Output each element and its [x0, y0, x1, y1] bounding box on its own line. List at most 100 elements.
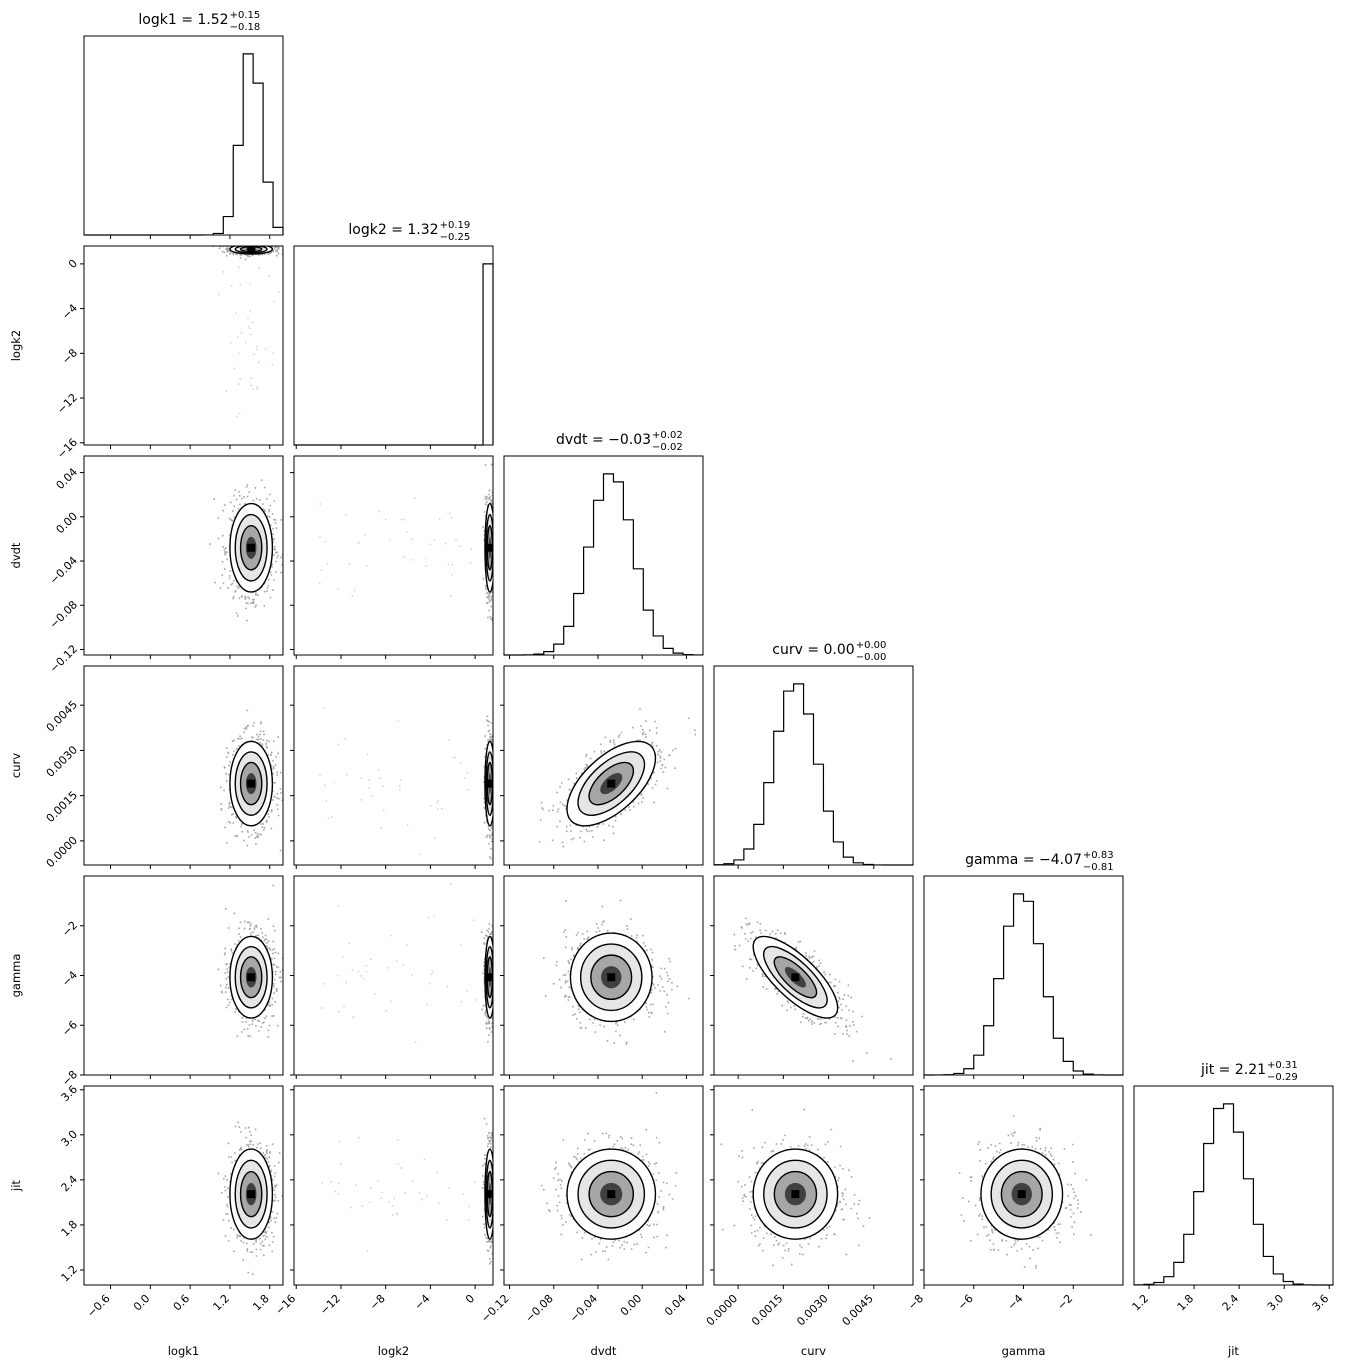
y-tick-label-curv: 0.0030: [44, 743, 80, 779]
title-gamma: gamma = −4.07: [965, 852, 1082, 868]
panel-logk2-jit: [293, 1085, 494, 1286]
title-dvdt: dvdt = −0.03: [556, 432, 651, 448]
y-tick-label-logk2: 0: [66, 257, 80, 271]
outlier-points: [321, 882, 477, 1043]
hist-frame-logk2: [293, 245, 494, 446]
density-peak: [247, 543, 256, 552]
title-plus-logk2: +0.19: [440, 220, 471, 231]
density-peak: [247, 779, 256, 788]
y-tick-label-jit: 3.6: [59, 1083, 81, 1105]
panel-logk1-curv: [83, 665, 284, 866]
density-peak: [791, 973, 800, 982]
y-tick-label-jit: 3.0: [59, 1128, 81, 1150]
panel-frame: [83, 1085, 284, 1286]
density-peak: [607, 973, 616, 982]
x-tick-label-dvdt: 0.04: [662, 1292, 689, 1319]
title-logk2: logk2 = 1.32: [348, 222, 438, 238]
panel-dvdt-curv: [503, 665, 704, 866]
title-plus-jit: +0.31: [1267, 1060, 1298, 1071]
y-axis-label-gamma: gamma: [9, 954, 23, 998]
x-tick-label-logk2: −16: [273, 1292, 299, 1318]
y-tick-label-dvdt: 0.04: [54, 466, 81, 493]
x-tick-label-logk1: 0.6: [171, 1292, 193, 1314]
panel-frame: [293, 665, 494, 866]
outlier-points: [217, 266, 280, 418]
y-tick-label-curv: 0.0045: [44, 698, 80, 734]
x-tick-label-logk2: −12: [317, 1292, 343, 1318]
title-plus-dvdt: +0.02: [652, 430, 683, 441]
title-minus-curv: −0.00: [856, 652, 887, 663]
y-axis-label-logk2: logk2: [9, 330, 23, 362]
y-axis-label-dvdt: dvdt: [9, 542, 23, 568]
y-tick-label-curv: 0.0000: [44, 834, 80, 870]
y-tick-label-logk2: −12: [55, 391, 81, 417]
hist-bars-logk1: [84, 53, 284, 236]
panel-logk1-dvdt: [83, 455, 284, 656]
y-tick-label-jit: 1.8: [59, 1218, 81, 1240]
density-peak: [247, 973, 256, 982]
x-tick-label-jit: 3.0: [1265, 1292, 1287, 1314]
x-tick-label-jit: 1.2: [1130, 1292, 1152, 1314]
x-tick-label-logk1: −0.6: [85, 1292, 113, 1320]
x-tick-label-gamma: −6: [955, 1292, 976, 1313]
title-plus-logk1: +0.15: [230, 10, 261, 21]
title-minus-dvdt: −0.02: [652, 442, 683, 453]
density-peak: [1017, 1190, 1026, 1199]
x-tick-label-jit: 2.4: [1220, 1292, 1242, 1314]
y-tick-label-gamma: −4: [59, 968, 80, 989]
outlier-points: [319, 707, 469, 855]
y-tick-label-jit: 2.4: [59, 1173, 81, 1195]
x-tick-label-jit: 1.8: [1175, 1292, 1197, 1314]
panel-frame: [83, 245, 284, 446]
y-tick-label-logk2: −16: [55, 436, 81, 462]
x-tick-label-gamma: −4: [1005, 1292, 1026, 1313]
x-axis-label-jit: jit: [1227, 1344, 1239, 1358]
panel-logk1-gamma: [83, 875, 284, 1076]
y-tick-label-dvdt: 0.00: [54, 510, 81, 537]
x-tick-label-logk1: 1.8: [250, 1292, 272, 1314]
x-tick-label-logk2: −8: [367, 1292, 388, 1313]
x-tick-label-logk1: 1.2: [210, 1292, 232, 1314]
y-tick-label-logk2: −4: [59, 302, 80, 323]
x-axis-label-dvdt: dvdt: [591, 1344, 617, 1358]
x-tick-label-dvdt: 0.00: [618, 1292, 645, 1319]
title-plus-gamma: +0.83: [1083, 850, 1114, 861]
panel-frame: [293, 875, 494, 1076]
panel-frame: [83, 665, 284, 866]
panel-frame: [293, 455, 494, 656]
hist-panel-logk2: logk2 = 1.32 +0.19−0.25: [293, 220, 494, 446]
y-tick-label-gamma: −2: [59, 919, 80, 940]
panel-frame: [713, 1085, 914, 1286]
x-tick-label-logk2: −4: [412, 1292, 433, 1313]
hist-panel-dvdt: dvdt = −0.03 +0.02−0.02: [503, 430, 704, 656]
x-axis-label-logk1: logk1: [168, 1344, 200, 1358]
y-tick-label-gamma: −6: [59, 1018, 80, 1039]
density-peak: [485, 543, 493, 552]
x-tick-label-jit: 3.6: [1310, 1292, 1332, 1314]
x-axis-label-curv: curv: [801, 1344, 826, 1358]
panel-curv-gamma: [713, 875, 914, 1076]
panel-gamma-jit: [923, 1085, 1124, 1286]
panel-logk2-dvdt: [293, 455, 494, 656]
hist-frame-curv: [713, 665, 914, 866]
density-peak: [247, 1190, 256, 1199]
hist-bars-logk2: [294, 263, 494, 446]
hist-bars-dvdt: [503, 473, 704, 656]
y-axis-label-jit: jit: [9, 1180, 23, 1192]
density-peak: [485, 973, 493, 982]
title-logk1: logk1 = 1.52: [138, 12, 228, 28]
panel-logk2-gamma: [293, 875, 494, 1076]
y-tick-label-curv: 0.0015: [44, 789, 80, 825]
x-tick-label-curv: 0.0045: [840, 1292, 876, 1328]
hist-frame-gamma: [923, 875, 1124, 1076]
hist-frame-logk1: [83, 35, 284, 236]
x-tick-label-dvdt: −0.04: [567, 1292, 600, 1325]
panel-logk1-jit: [83, 1085, 284, 1286]
title-minus-logk2: −0.25: [440, 232, 471, 243]
hist-frame-dvdt: [503, 455, 704, 656]
y-tick-label-dvdt: −0.04: [47, 554, 80, 587]
density-peak: [247, 246, 256, 254]
x-tick-label-gamma: −8: [905, 1292, 926, 1313]
x-tick-label-logk1: 0.0: [131, 1292, 153, 1314]
hist-bars-jit: [1133, 1103, 1334, 1286]
